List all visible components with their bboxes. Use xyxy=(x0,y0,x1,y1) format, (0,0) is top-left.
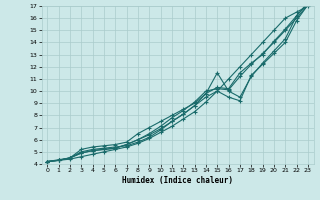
X-axis label: Humidex (Indice chaleur): Humidex (Indice chaleur) xyxy=(122,176,233,185)
